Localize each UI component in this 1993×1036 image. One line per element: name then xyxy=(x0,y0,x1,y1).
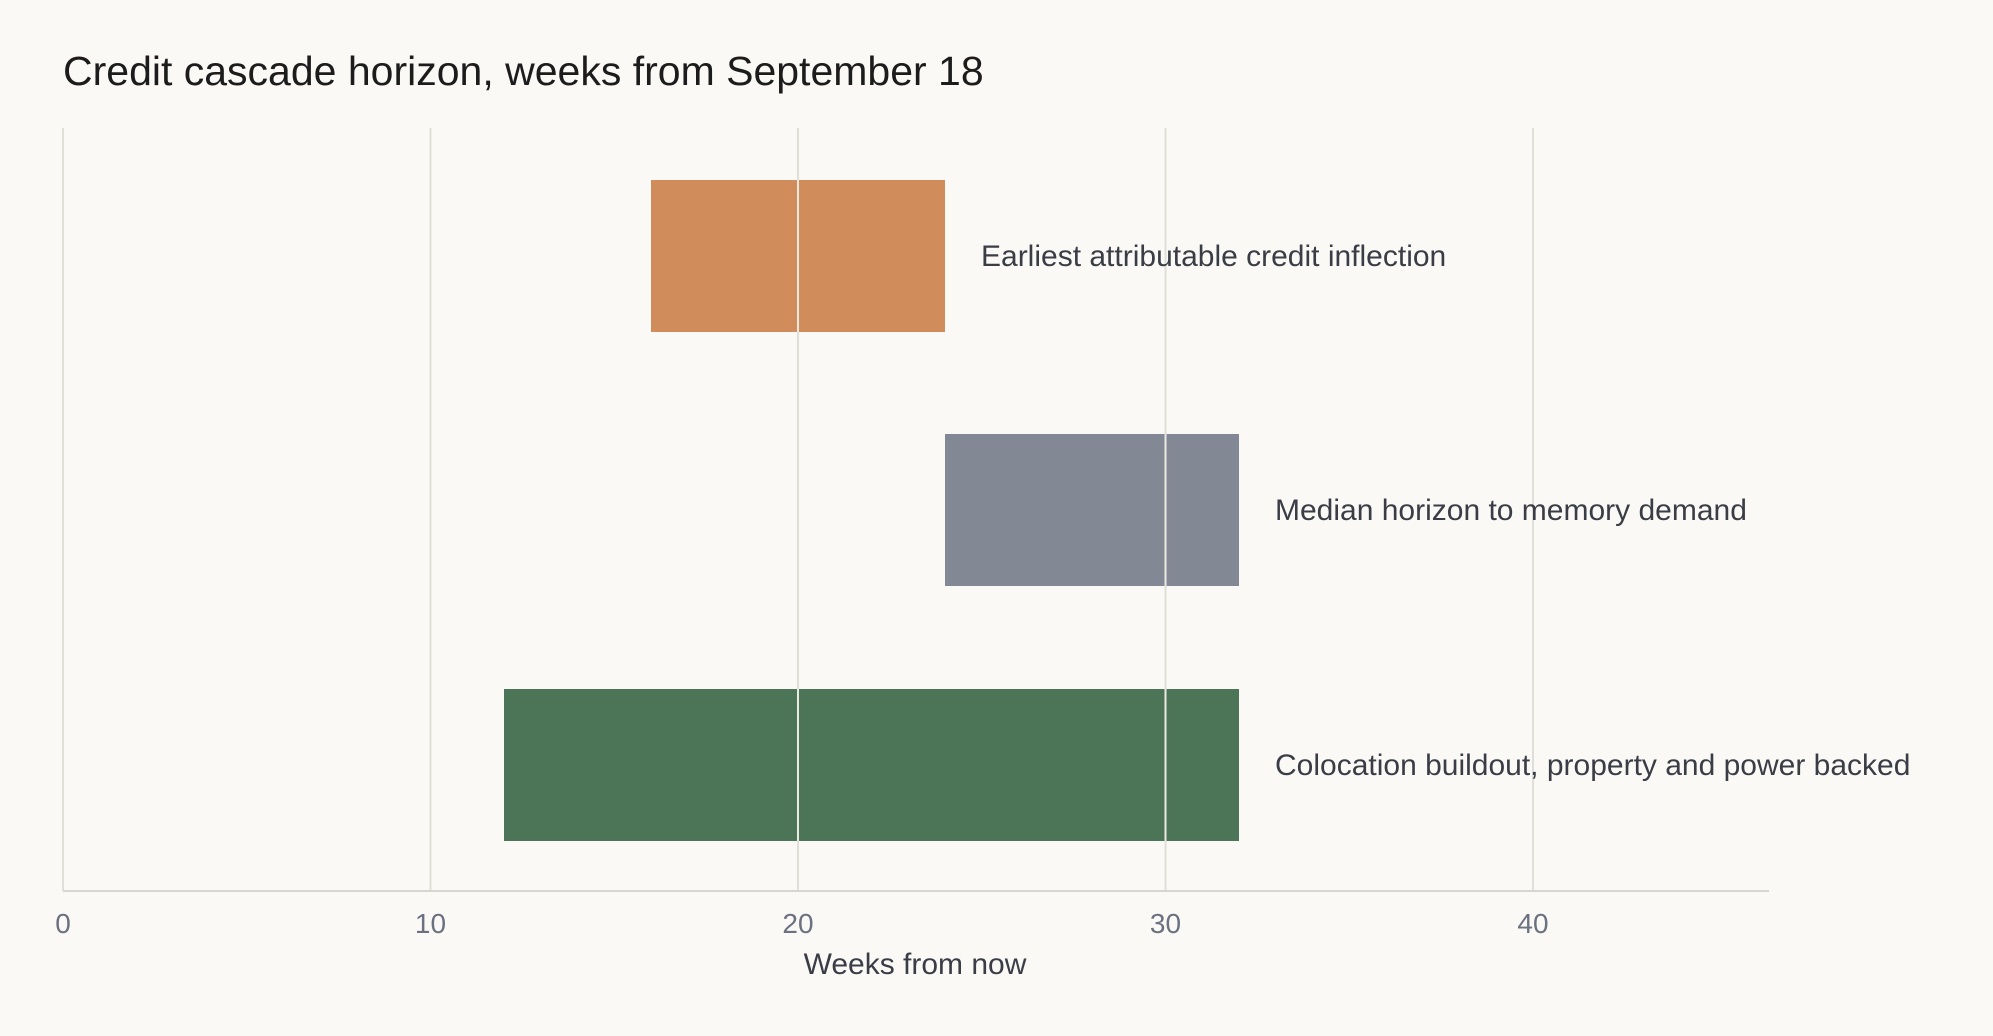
x-axis-ticks: 0 10 20 30 40 xyxy=(55,908,1548,939)
bar-3 xyxy=(504,689,1239,841)
bar-label-1: Earliest attributable credit inflection xyxy=(981,240,1446,273)
bars xyxy=(504,180,1239,841)
chart-title: Credit cascade horizon, weeks from Septe… xyxy=(63,48,984,94)
bar-label-3: Colocation buildout, property and power … xyxy=(1275,749,1910,782)
bar-overlay-grid-lines xyxy=(797,180,1167,841)
x-tick-label-30: 30 xyxy=(1150,908,1181,939)
bar-2 xyxy=(945,434,1239,586)
x-tick-label-20: 20 xyxy=(782,908,813,939)
x-tick-label-10: 10 xyxy=(415,908,446,939)
x-tick-label-40: 40 xyxy=(1517,908,1548,939)
x-axis-label: Weeks from now xyxy=(804,948,1027,981)
bar-label-2: Median horizon to memory demand xyxy=(1275,494,1747,527)
x-tick-label-0: 0 xyxy=(55,908,71,939)
bar-labels: Earliest attributable credit inflection M… xyxy=(981,240,1910,782)
